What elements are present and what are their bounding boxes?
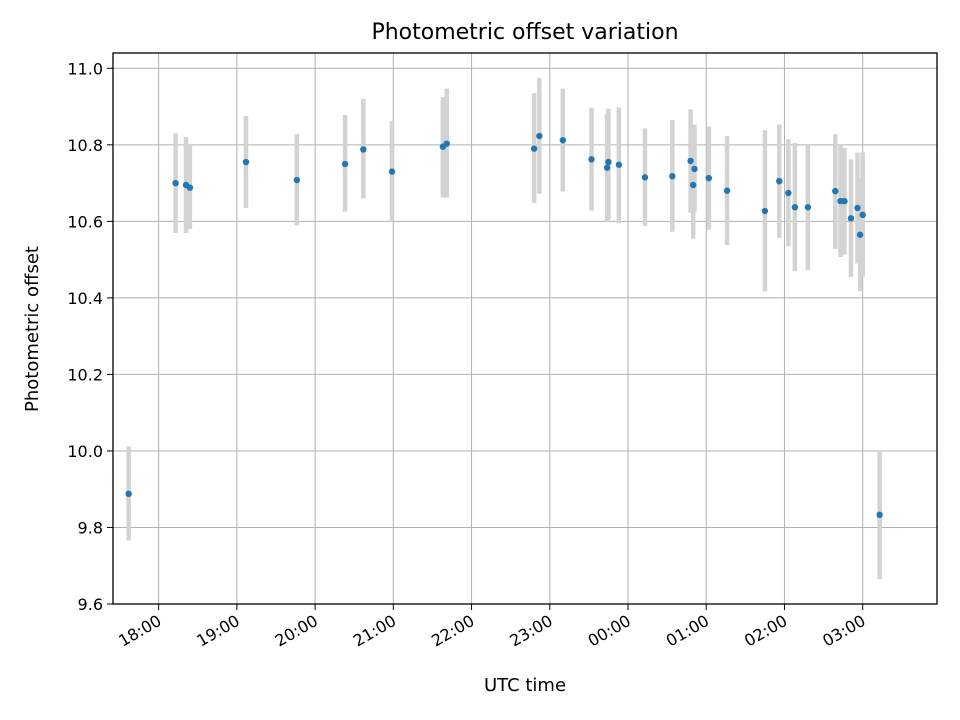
data-point (125, 490, 132, 497)
data-point (293, 176, 301, 184)
data-point (761, 207, 769, 215)
data-point (588, 156, 595, 163)
data-point (689, 181, 697, 189)
data-point (687, 157, 694, 165)
chart-title: Photometric offset variation (371, 20, 678, 45)
data-point (603, 164, 611, 171)
data-point (876, 511, 883, 519)
data-point (705, 174, 713, 182)
data-point (785, 189, 792, 197)
data-point (605, 158, 612, 166)
data-point (536, 132, 543, 140)
y-tick-label: 10.2 (67, 365, 103, 384)
data-point (559, 137, 567, 144)
y-tick-label: 10.0 (67, 442, 103, 461)
data-point (847, 215, 855, 222)
data-point (388, 168, 396, 175)
data-point (841, 197, 848, 205)
y-tick-label: 10.6 (67, 212, 103, 231)
data-point (691, 165, 698, 173)
y-tick-label: 9.8 (78, 518, 103, 537)
data-point (641, 174, 649, 181)
data-point (360, 146, 367, 153)
data-point (242, 158, 250, 166)
data-point (791, 204, 799, 211)
data-point (854, 204, 861, 212)
y-tick-label: 9.6 (78, 595, 103, 614)
data-point (341, 160, 349, 168)
data-point (669, 173, 676, 180)
data-point (832, 187, 839, 195)
data-point (172, 179, 179, 187)
data-point (443, 140, 450, 147)
y-axis-title: Photometric offset (22, 246, 43, 412)
data-point (804, 204, 812, 211)
plot-frame (112, 52, 938, 605)
data-point (859, 211, 866, 219)
data-point (186, 184, 194, 191)
x-axis-title: UTC time (484, 675, 566, 696)
y-tick-label: 10.4 (67, 289, 103, 308)
data-point (856, 231, 864, 238)
data-point (776, 177, 783, 185)
data-point (615, 161, 623, 168)
data-point (723, 187, 731, 194)
y-tick-label: 10.8 (67, 136, 103, 155)
y-tick-label: 11.0 (67, 59, 103, 78)
data-points (125, 132, 883, 519)
data-point (530, 145, 538, 152)
y-axis: 9.6 9.8 10.0 10.2 10.4 10.6 10.8 11.0 (67, 59, 113, 614)
